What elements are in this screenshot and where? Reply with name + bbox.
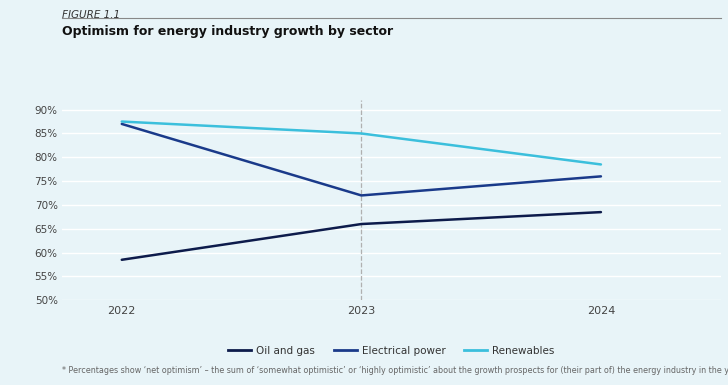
- Text: FIGURE 1.1: FIGURE 1.1: [62, 10, 120, 20]
- Text: Optimism for energy industry growth by sector: Optimism for energy industry growth by s…: [62, 25, 393, 38]
- Text: * Percentages show ‘net optimism’ – the sum of ‘somewhat optimistic’ or ‘highly : * Percentages show ‘net optimism’ – the …: [62, 367, 728, 375]
- Legend: Oil and gas, Electrical power, Renewables: Oil and gas, Electrical power, Renewable…: [223, 341, 559, 360]
